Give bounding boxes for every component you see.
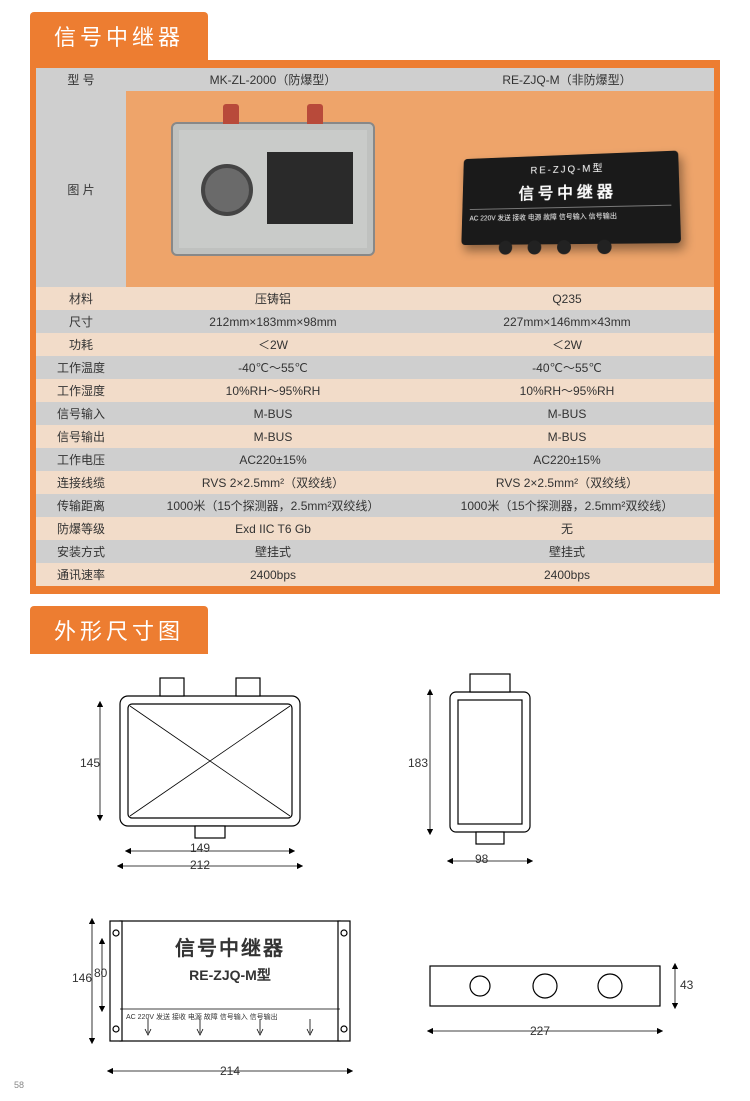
product2-illustration: RE-ZJQ-M型 信号中继器 AC 220V 发送 接收 电源 故障 信号输入… <box>461 151 681 246</box>
row-label: 连接线缆 <box>36 471 126 494</box>
diagram-b-labels: AC 220V 发送 接收 电源 故障 信号输入 信号输出 <box>126 1012 336 1022</box>
diagram-side-b <box>400 946 690 1076</box>
dim-bfront-w: 214 <box>220 1064 240 1078</box>
row-v1: -40℃～55℃ <box>126 356 420 379</box>
dim-bside-w: 227 <box>530 1024 550 1038</box>
product2-title: 信号中继器 <box>470 176 671 205</box>
dimension-diagrams: 145 149 212 183 98 <box>30 666 720 1096</box>
row-v1: 1000米（15个探测器，2.5mm²双绞线） <box>126 494 420 517</box>
dim-front-h: 145 <box>80 756 100 770</box>
row-v1: AC220±15% <box>126 448 420 471</box>
product1-illustration <box>171 122 375 256</box>
row-v2: 227mm×146mm×43mm <box>420 310 714 333</box>
row-label: 通讯速率 <box>36 563 126 586</box>
row-v1: 10%RH～95%RH <box>126 379 420 402</box>
header-col1: MK-ZL-2000（防爆型） <box>126 68 420 91</box>
diagram-b-textbox: 信号中继器 RE-ZJQ-M型 <box>130 932 330 985</box>
section-title-repeater: 信号中继器 <box>30 12 208 60</box>
diagram-b-title: 信号中继器 <box>130 932 330 961</box>
row-label: 信号输入 <box>36 402 126 425</box>
table-row: 安装方式壁挂式壁挂式 <box>36 540 714 563</box>
spec-table: 型 号 MK-ZL-2000（防爆型） RE-ZJQ-M（非防爆型） 图 片 R… <box>36 68 714 586</box>
row-v1: ＜2W <box>126 333 420 356</box>
product1-lens-icon <box>201 164 253 216</box>
row-v2: ＜2W <box>420 333 714 356</box>
product2-divider <box>470 205 672 210</box>
row-v1: Exd IIC T6 Gb <box>126 517 420 540</box>
row-v1: M-BUS <box>126 402 420 425</box>
row-label: 防爆等级 <box>36 517 126 540</box>
image-row-label: 图 片 <box>36 91 126 287</box>
table-row: 信号输出M-BUSM-BUS <box>36 425 714 448</box>
table-row: 工作电压AC220±15%AC220±15% <box>36 448 714 471</box>
product1-plate-icon <box>267 152 353 224</box>
row-v2: RVS 2×2.5mm²（双绞线） <box>420 471 714 494</box>
row-v2: AC220±15% <box>420 448 714 471</box>
header-model-label: 型 号 <box>36 68 126 91</box>
dim-side-h: 183 <box>408 756 428 770</box>
table-row: 通讯速率2400bps2400bps <box>36 563 714 586</box>
dim-front-w-outer: 212 <box>190 858 210 872</box>
row-label: 传输距离 <box>36 494 126 517</box>
row-v2: M-BUS <box>420 425 714 448</box>
row-label: 材料 <box>36 287 126 310</box>
product2-cell: RE-ZJQ-M型 信号中继器 AC 220V 发送 接收 电源 故障 信号输入… <box>420 91 714 287</box>
dim-bfront-h-outer: 146 <box>72 971 92 985</box>
table-row: 传输距离1000米（15个探测器，2.5mm²双绞线）1000米（15个探测器，… <box>36 494 714 517</box>
row-v2: 1000米（15个探测器，2.5mm²双绞线） <box>420 494 714 517</box>
page-number: 58 <box>14 1080 24 1090</box>
row-v1: 2400bps <box>126 563 420 586</box>
image-row: 图 片 RE-ZJQ-M型 信号中继器 AC 220V 发送 接收 电源 故障 … <box>36 91 714 287</box>
table-row: 功耗＜2W＜2W <box>36 333 714 356</box>
header-col2: RE-ZJQ-M（非防爆型） <box>420 68 714 91</box>
row-label: 信号输出 <box>36 425 126 448</box>
diagram-side-a <box>400 666 580 876</box>
row-v2: Q235 <box>420 287 714 310</box>
row-v2: 2400bps <box>420 563 714 586</box>
section-title-dimensions: 外形尺寸图 <box>30 606 208 654</box>
row-label: 工作温度 <box>36 356 126 379</box>
table-header-row: 型 号 MK-ZL-2000（防爆型） RE-ZJQ-M（非防爆型） <box>36 68 714 91</box>
table-row: 信号输入M-BUSM-BUS <box>36 402 714 425</box>
product2-model: RE-ZJQ-M型 <box>471 157 671 179</box>
row-v2: 壁挂式 <box>420 540 714 563</box>
row-v1: 压铸铝 <box>126 287 420 310</box>
dim-front-w-inner: 149 <box>190 841 210 855</box>
table-row: 尺寸212mm×183mm×98mm227mm×146mm×43mm <box>36 310 714 333</box>
table-row: 工作湿度10%RH～95%RH10%RH～95%RH <box>36 379 714 402</box>
table-row: 连接线缆RVS 2×2.5mm²（双绞线）RVS 2×2.5mm²（双绞线） <box>36 471 714 494</box>
product2-ports: AC 220V 发送 接收 电源 故障 信号输入 信号输出 <box>469 210 671 224</box>
product1-cell <box>126 91 420 287</box>
row-v1: M-BUS <box>126 425 420 448</box>
row-v2: 无 <box>420 517 714 540</box>
dim-bside-h: 43 <box>680 978 693 992</box>
row-v1: 212mm×183mm×98mm <box>126 310 420 333</box>
row-v2: M-BUS <box>420 402 714 425</box>
row-v2: 10%RH～95%RH <box>420 379 714 402</box>
row-label: 尺寸 <box>36 310 126 333</box>
diagram-b-sub: RE-ZJQ-M型 <box>130 965 330 985</box>
spec-table-wrap: 型 号 MK-ZL-2000（防爆型） RE-ZJQ-M（非防爆型） 图 片 R… <box>30 60 720 594</box>
row-label: 安装方式 <box>36 540 126 563</box>
table-row: 材料压铸铝Q235 <box>36 287 714 310</box>
row-label: 工作电压 <box>36 448 126 471</box>
dim-side-w: 98 <box>475 852 488 866</box>
table-row: 工作温度-40℃～55℃-40℃～55℃ <box>36 356 714 379</box>
row-v2: -40℃～55℃ <box>420 356 714 379</box>
dim-bfront-h-inner: 80 <box>94 966 107 980</box>
row-v1: RVS 2×2.5mm²（双绞线） <box>126 471 420 494</box>
row-v1: 壁挂式 <box>126 540 420 563</box>
table-row: 防爆等级Exd IIC T6 Gb无 <box>36 517 714 540</box>
row-label: 工作湿度 <box>36 379 126 402</box>
row-label: 功耗 <box>36 333 126 356</box>
